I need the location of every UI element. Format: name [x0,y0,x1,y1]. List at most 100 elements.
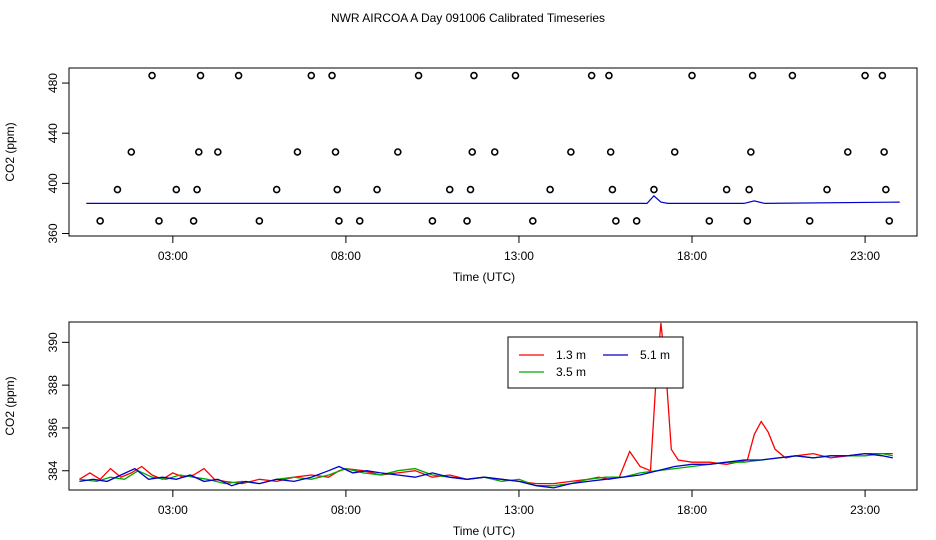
top-y-axis-label: CO2 (ppm) [3,122,17,181]
scatter-point [612,217,620,225]
scatter-point [307,71,316,80]
scatter-point [414,71,423,80]
scatter-point [148,71,156,80]
scatter-point [546,185,554,194]
scatter-point [463,217,471,225]
scatter-point [885,217,894,225]
x-tick-label: 23:00 [850,503,880,517]
y-tick-label: 384 [46,460,60,480]
scatter-point [293,148,302,156]
scatter-point [567,148,575,156]
top-y-ticks: 360 400 440 480 [46,73,69,244]
bottom-y-axis-label: CO2 (ppm) [3,376,17,435]
top-plot-frame [68,67,918,237]
scatter-point [745,185,753,194]
scatter-point [490,148,499,156]
scatter-point [511,71,520,80]
top-panel: 03:00 08:00 13:00 18:00 23:00 360 400 440 480 T… [3,67,918,284]
scatter-point [529,217,537,225]
y-tick-label: 360 [46,223,60,243]
y-tick-label: 480 [46,73,60,93]
legend-box [507,336,684,389]
scatter-point [878,71,887,80]
scatter-point [172,185,181,194]
scatter-point [394,148,402,156]
scatter-point [688,71,696,80]
scatter-point [189,217,198,225]
figure-title: NWR AIRCOA A Day 091006 Calibrated Times… [331,11,605,25]
x-tick-label: 23:00 [850,249,880,263]
scatter-point [127,148,136,156]
scatter-point [355,217,364,225]
scatter-point [193,185,201,194]
scatter-point [96,217,104,225]
scatter-point [331,148,340,156]
y-tick-label: 440 [46,123,60,143]
scatter-point [272,185,281,194]
series-line-5-1m [79,452,893,489]
scatter-point [608,185,617,194]
legend-label-1-3m: 1.3 m [556,348,586,362]
scatter-point [335,217,343,225]
x-tick-label: 08:00 [331,249,361,263]
scatter-point [705,217,714,225]
x-tick-label: 13:00 [504,249,534,263]
scatter-point [748,71,757,80]
scatter-point [328,71,336,80]
scatter-point [861,71,869,80]
scatter-point [805,217,814,225]
top-scatter-points [96,71,894,225]
scatter-point [788,71,797,80]
legend: 1.3 m 5.1 m 3.5 m [507,336,684,389]
bottom-plot-frame [68,321,918,491]
scatter-point [196,71,205,80]
scatter-point [113,185,122,194]
x-tick-label: 08:00 [331,503,361,517]
scatter-point [470,71,478,80]
scatter-point [587,71,596,80]
x-tick-label: 18:00 [677,249,707,263]
x-tick-label: 18:00 [677,503,707,517]
scatter-point [333,185,342,194]
scatter-point [234,71,243,80]
x-tick-label: 03:00 [158,249,188,263]
y-tick-label: 388 [46,375,60,395]
series-line-1-3m [79,323,893,485]
scatter-point [373,185,381,194]
y-tick-label: 386 [46,418,60,438]
scatter-point [843,148,852,156]
scatter-point [670,148,679,156]
scatter-point [468,148,477,156]
scatter-point [632,217,641,225]
top-series-line [86,195,900,205]
scatter-point [214,148,222,156]
scatter-point [466,185,475,194]
top-x-axis-label: Time (UTC) [453,270,515,284]
scatter-point [255,217,264,225]
x-tick-label: 13:00 [504,503,534,517]
scatter-point [722,185,731,194]
scatter-point [880,148,888,156]
scatter-point [743,217,752,225]
scatter-point [428,217,437,225]
bottom-x-ticks: 03:00 08:00 13:00 18:00 23:00 [158,490,880,517]
scatter-point [823,185,831,194]
scatter-point [606,148,615,156]
scatter-point [747,148,755,156]
top-x-ticks: 03:00 08:00 13:00 18:00 23:00 [158,236,880,263]
bottom-panel: 03:00 08:00 13:00 18:00 23:00 384 386 388 390 T… [3,321,918,538]
scatter-point [155,217,163,225]
bottom-series-lines [79,323,893,489]
bottom-y-ticks: 384 386 388 390 [46,332,69,481]
bottom-x-axis-label: Time (UTC) [453,524,515,538]
x-tick-label: 03:00 [158,503,188,517]
legend-label-5-1m: 5.1 m [640,348,670,362]
y-tick-label: 390 [46,332,60,352]
legend-label-3-5m: 3.5 m [556,365,586,379]
scatter-point [194,148,203,156]
scatter-point [650,185,658,194]
scatter-point [882,185,890,194]
y-tick-label: 400 [46,173,60,193]
scatter-point [605,71,613,80]
